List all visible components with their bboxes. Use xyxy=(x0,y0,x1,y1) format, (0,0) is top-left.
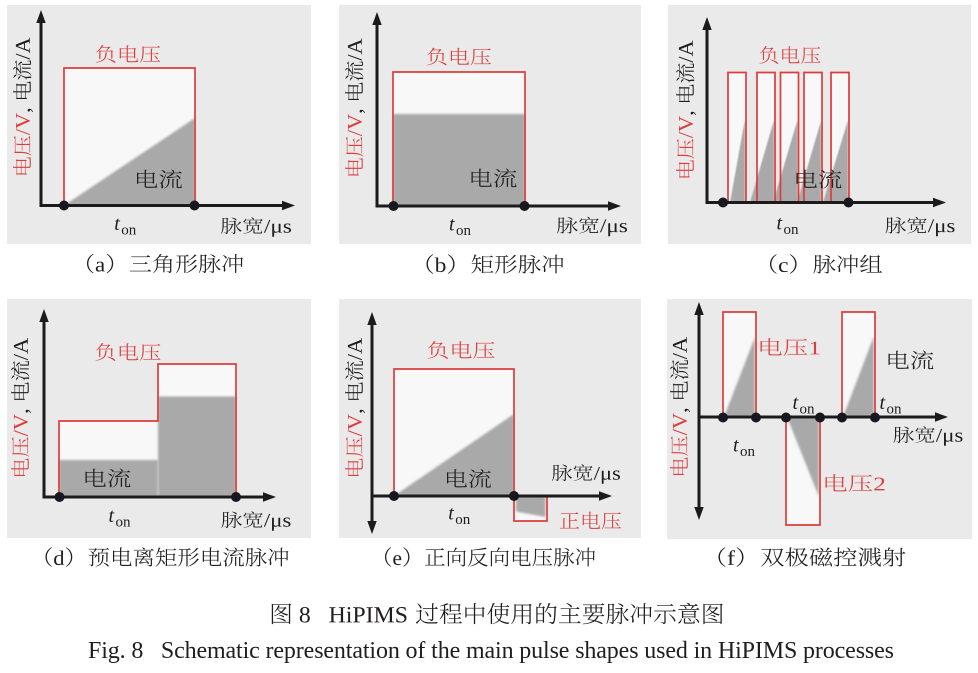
svg-text:Fig. 8 Schematic representat: Fig. 8 Schematic representation of the m… xyxy=(88,638,894,664)
